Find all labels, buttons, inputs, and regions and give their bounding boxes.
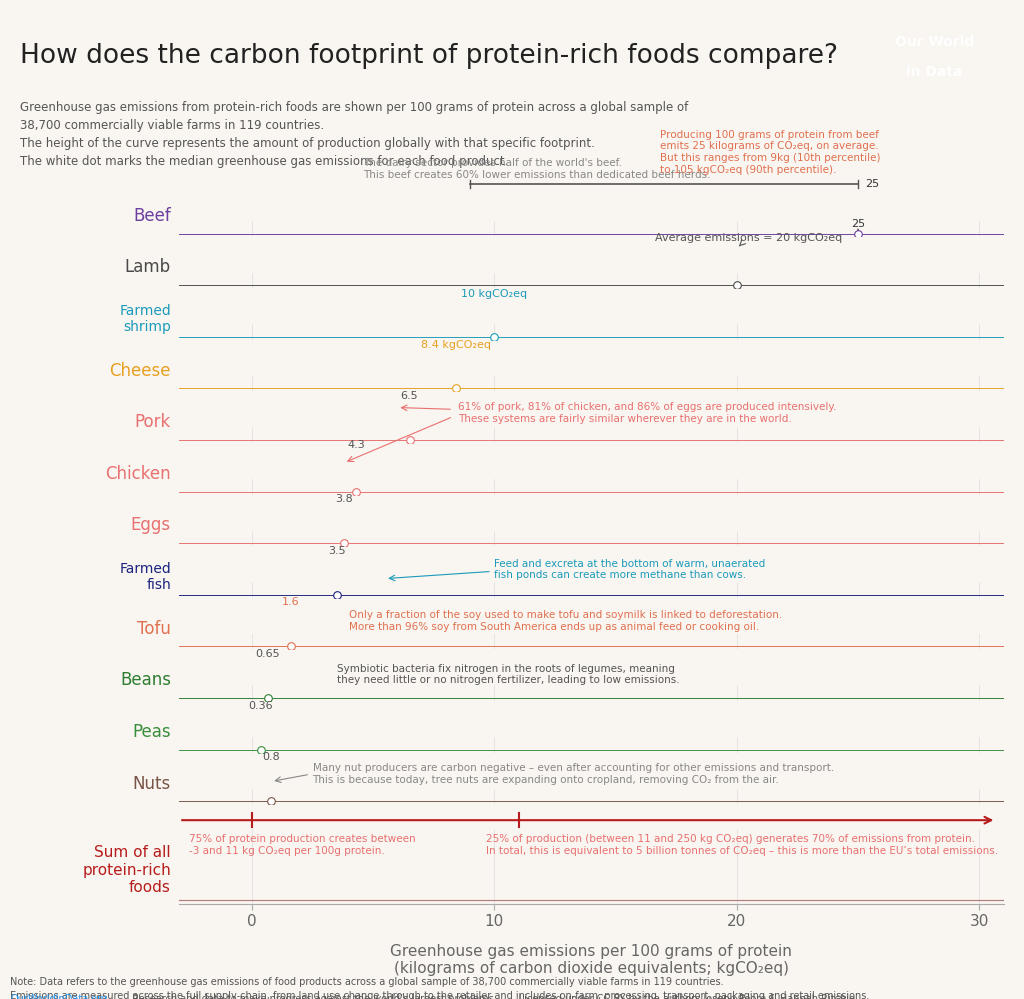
- Text: Farmed
shrimp: Farmed shrimp: [119, 304, 171, 334]
- Text: – Research and data to make progress against the world’s largest problems.      : – Research and data to make progress aga…: [121, 994, 858, 999]
- Text: 3.5: 3.5: [328, 545, 346, 555]
- Text: OurWorldInData.org: OurWorldInData.org: [10, 994, 108, 999]
- Text: Pork: Pork: [135, 414, 171, 432]
- Text: 8.4 kgCO₂eq: 8.4 kgCO₂eq: [421, 341, 490, 351]
- Text: 0.36: 0.36: [249, 700, 273, 710]
- Text: 0.8: 0.8: [262, 752, 281, 762]
- Text: 61% of pork, 81% of chicken, and 86% of eggs are produced intensively.
These sys: 61% of pork, 81% of chicken, and 86% of …: [458, 403, 837, 424]
- Text: in Data: in Data: [906, 65, 963, 80]
- Text: Tofu: Tofu: [137, 619, 171, 637]
- Text: Cheese: Cheese: [110, 362, 171, 380]
- Text: 6.5: 6.5: [400, 391, 419, 401]
- Text: Many nut producers are carbon negative – even after accounting for other emissio: Many nut producers are carbon negative –…: [312, 763, 834, 785]
- Text: 25: 25: [851, 219, 865, 229]
- Text: How does the carbon footprint of protein-rich foods compare?: How does the carbon footprint of protein…: [20, 43, 839, 69]
- Text: Chicken: Chicken: [105, 465, 171, 483]
- Text: Sum of all
protein-rich
foods: Sum of all protein-rich foods: [82, 845, 171, 895]
- Text: 3.8: 3.8: [335, 495, 353, 504]
- Text: (kilograms of carbon dioxide equivalents; kgCO₂eq): (kilograms of carbon dioxide equivalents…: [394, 961, 788, 976]
- Text: 10 kgCO₂eq: 10 kgCO₂eq: [462, 289, 527, 299]
- Text: Average emissions = 20 kgCO₂eq: Average emissions = 20 kgCO₂eq: [655, 233, 843, 243]
- Text: Greenhouse gas emissions per 100 grams of protein: Greenhouse gas emissions per 100 grams o…: [390, 944, 793, 959]
- Text: Only a fraction of the soy used to make tofu and soymilk is linked to deforestat: Only a fraction of the soy used to make …: [349, 610, 782, 632]
- Text: Producing 100 grams of protein from beef
emits 25 kilograms of CO₂eq, on average: Producing 100 grams of protein from beef…: [660, 130, 881, 175]
- Text: Symbiotic bacteria fix nitrogen in the roots of legumes, meaning
they need littl: Symbiotic bacteria fix nitrogen in the r…: [337, 663, 679, 685]
- Text: Lamb: Lamb: [125, 259, 171, 277]
- Text: Beans: Beans: [120, 671, 171, 689]
- Text: 1.6: 1.6: [282, 597, 300, 607]
- Text: Feed and excreta at the bottom of warm, unaerated
fish ponds can create more met: Feed and excreta at the bottom of warm, …: [495, 558, 766, 580]
- Text: Nuts: Nuts: [133, 774, 171, 792]
- Text: Greenhouse gas emissions from protein-rich foods are shown per 100 grams of prot: Greenhouse gas emissions from protein-ri…: [20, 101, 688, 168]
- Text: 25: 25: [865, 179, 880, 189]
- Text: Peas: Peas: [132, 723, 171, 741]
- Text: Eggs: Eggs: [131, 516, 171, 534]
- Text: 0.65: 0.65: [255, 649, 280, 659]
- Text: 4.3: 4.3: [347, 441, 366, 451]
- Text: The dairy sector provides half of the world's beef.
This beef creates 60% lower : The dairy sector provides half of the wo…: [364, 158, 711, 180]
- Text: 75% of protein production creates between
-3 and 11 kg CO₂eq per 100g protein.: 75% of protein production creates betwee…: [189, 834, 416, 856]
- Text: Beef: Beef: [133, 207, 171, 225]
- Text: Note: Data refers to the greenhouse gas emissions of food products across a glob: Note: Data refers to the greenhouse gas …: [10, 977, 869, 999]
- Text: Farmed
fish: Farmed fish: [119, 562, 171, 592]
- Text: 25% of production (between 11 and 250 kg CO₂eq) generates 70% of emissions from : 25% of production (between 11 and 250 kg…: [486, 834, 998, 856]
- Text: Our World: Our World: [895, 35, 974, 50]
